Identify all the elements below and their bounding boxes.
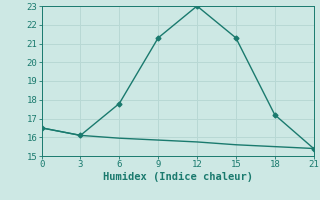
X-axis label: Humidex (Indice chaleur): Humidex (Indice chaleur) — [103, 172, 252, 182]
